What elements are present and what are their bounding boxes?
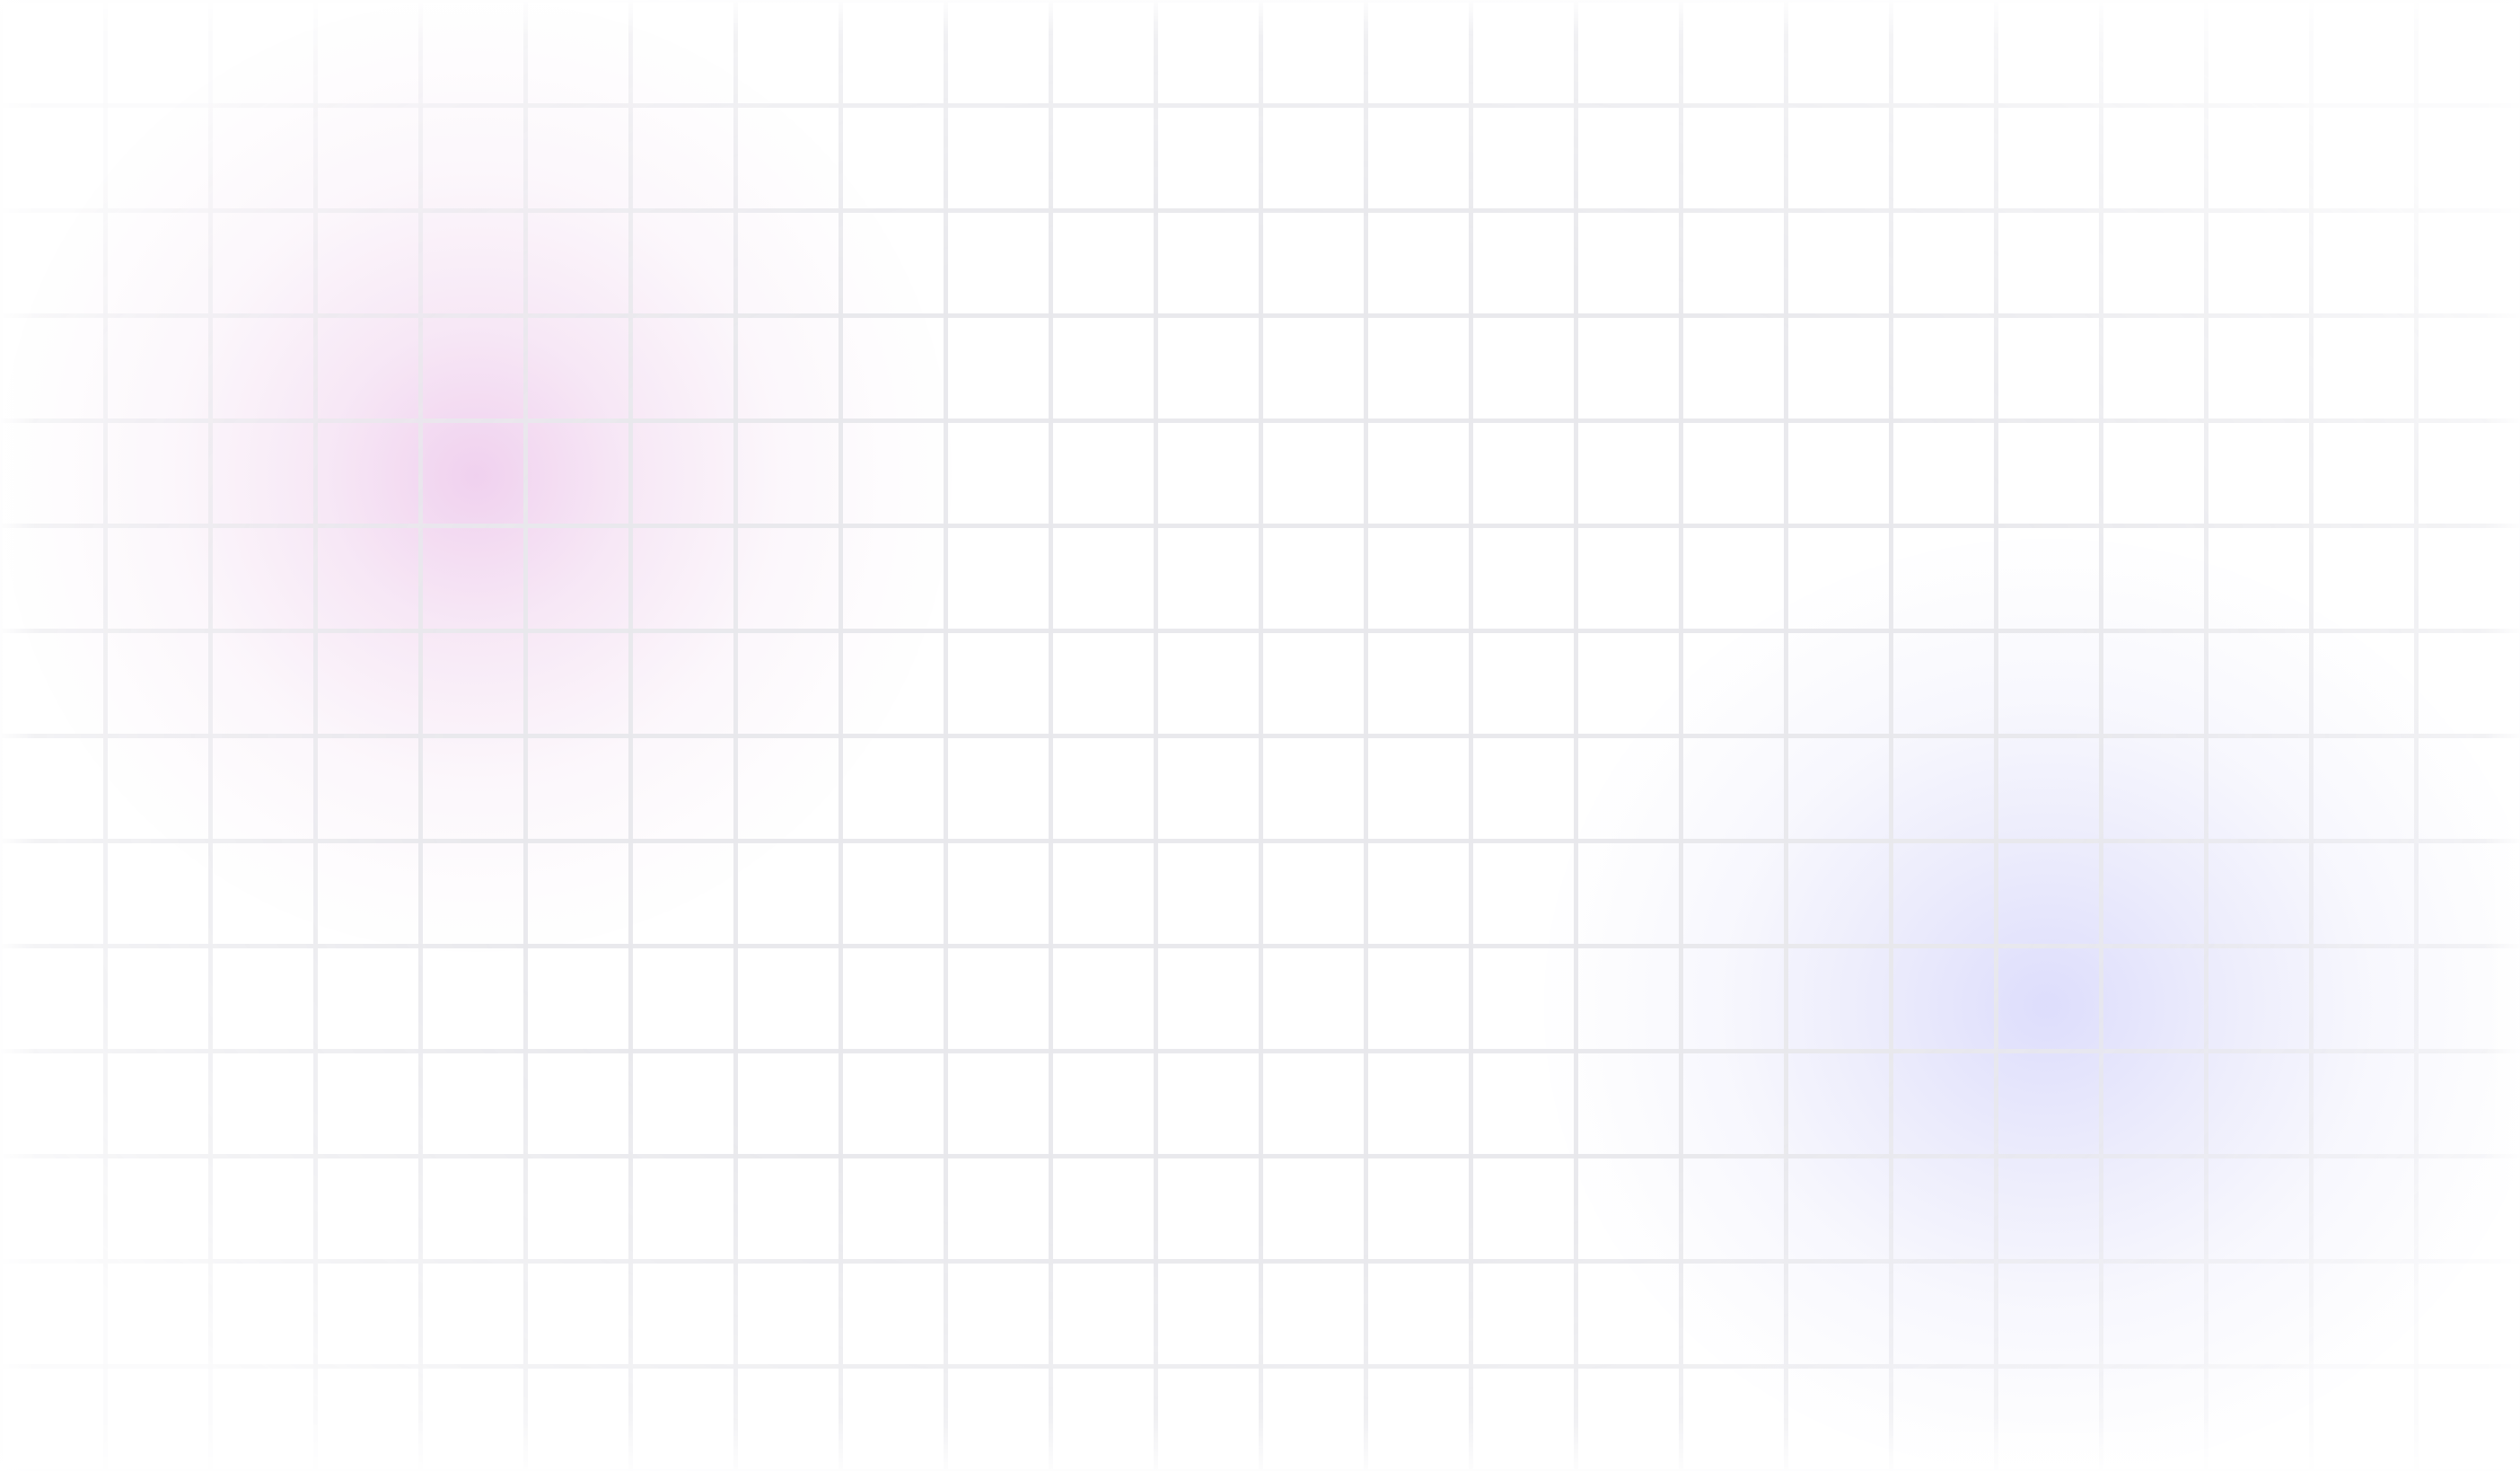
- lavender-glow: [1544, 539, 2520, 1471]
- pink-glow: [0, 0, 952, 952]
